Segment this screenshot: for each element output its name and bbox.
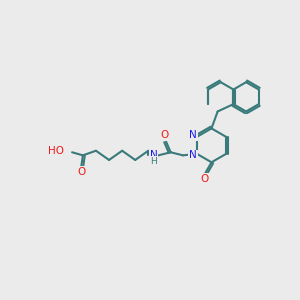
Text: N: N	[150, 150, 158, 160]
Text: O: O	[200, 174, 209, 184]
Text: O: O	[160, 130, 169, 140]
Text: HO: HO	[48, 146, 64, 157]
Text: N: N	[189, 130, 197, 140]
Text: H: H	[150, 157, 157, 166]
Text: O: O	[77, 167, 86, 177]
Text: N: N	[189, 150, 197, 160]
